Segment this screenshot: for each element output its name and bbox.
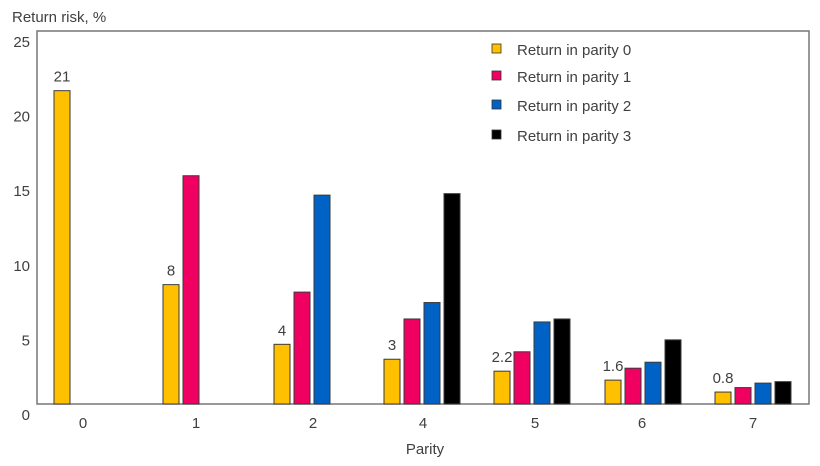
data-label: 21 [54, 69, 71, 86]
y-axis-title: Return risk, % [12, 9, 106, 26]
bar-parity-1-cat-7 [734, 387, 752, 405]
bar-parity-0-cat-5 [493, 370, 511, 405]
bar-parity-3-cat-6 [664, 339, 682, 405]
bar-parity-2-cat-5 [533, 321, 551, 405]
data-label: 1.6 [603, 358, 624, 375]
data-label: 3 [388, 337, 396, 354]
legend-swatch-0 [491, 43, 502, 54]
bar-parity-3-cat-4 [443, 193, 461, 405]
legend-swatch-2 [491, 99, 502, 110]
x-tick-label: 5 [531, 415, 539, 432]
y-tick-label: 10 [13, 258, 30, 275]
bar-parity-3-cat-5 [553, 318, 571, 405]
y-tick-label: 20 [13, 109, 30, 126]
bar-parity-2-cat-7 [754, 382, 772, 405]
legend-swatch-3 [491, 129, 502, 140]
x-tick-label: 2 [309, 415, 317, 432]
bar-parity-2-cat-6 [644, 361, 662, 405]
x-tick-label: 6 [638, 415, 646, 432]
bar-parity-1-cat-1 [182, 175, 200, 405]
bar-parity-3-cat-7 [774, 381, 792, 405]
legend-label-3: Return in parity 3 [517, 128, 631, 145]
bar-parity-0-cat-2 [273, 343, 291, 405]
bar-parity-2-cat-2 [313, 194, 331, 405]
bar-parity-1-cat-6 [624, 367, 642, 405]
x-tick-label: 1 [192, 415, 200, 432]
legend-label-1: Return in parity 1 [517, 69, 631, 86]
bar-parity-1-cat-4 [403, 318, 421, 405]
data-label: 0.8 [713, 370, 734, 387]
x-tick-label: 4 [419, 415, 427, 432]
legend-swatch-1 [491, 70, 502, 81]
bar-parity-0-cat-7 [714, 391, 732, 405]
y-tick-label: 25 [13, 34, 30, 51]
bar-parity-1-cat-5 [513, 351, 531, 405]
bar-parity-0-cat-4 [383, 358, 401, 405]
bar-parity-2-cat-4 [423, 302, 441, 405]
legend-label-2: Return in parity 2 [517, 98, 631, 115]
data-label: 8 [167, 263, 175, 280]
bar-parity-0-cat-0 [53, 90, 71, 405]
data-label: 4 [278, 322, 286, 339]
bar-parity-0-cat-1 [162, 284, 180, 405]
y-tick-label: 0 [22, 407, 30, 424]
y-tick-label: 5 [22, 332, 30, 349]
legend-label-0: Return in parity 0 [517, 42, 631, 59]
bar-parity-1-cat-2 [293, 291, 311, 405]
x-tick-label: 7 [749, 415, 757, 432]
x-tick-label: 0 [79, 415, 87, 432]
x-axis-title: Parity [406, 441, 445, 458]
data-label: 2.2 [492, 349, 513, 366]
y-tick-label: 15 [13, 183, 30, 200]
plot-frame [36, 30, 810, 405]
bar-parity-0-cat-6 [604, 379, 622, 405]
